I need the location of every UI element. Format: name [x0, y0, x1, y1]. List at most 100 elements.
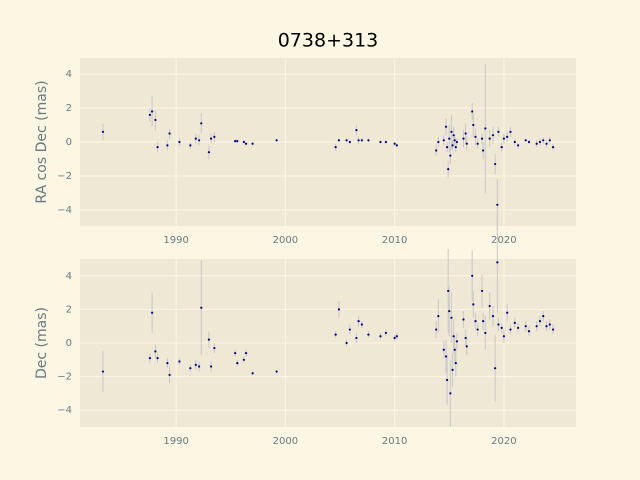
data-point [244, 142, 248, 145]
data-point [448, 137, 451, 140]
data-point [509, 130, 512, 133]
x-tick-label: 2020 [491, 436, 516, 447]
data-point [551, 145, 555, 149]
data-point [464, 132, 467, 135]
data-point [189, 367, 192, 370]
data-point [516, 144, 520, 147]
data-point [476, 142, 479, 145]
data-point [348, 140, 351, 144]
data-point [524, 325, 527, 328]
data-point [448, 309, 451, 313]
data-point [437, 315, 440, 318]
data-point [471, 110, 474, 113]
data-point [435, 328, 438, 331]
data-point [484, 127, 487, 130]
data-point [524, 139, 527, 142]
data-point [450, 316, 453, 319]
data-point [194, 363, 197, 366]
data-point [454, 145, 457, 149]
data-point [496, 203, 499, 206]
y-axis-label: RA cos Dec (mas) [34, 80, 50, 203]
data-point [234, 351, 237, 355]
data-point [194, 137, 197, 140]
data-point [395, 335, 398, 338]
data-point [496, 261, 499, 264]
data-point [197, 139, 201, 142]
chart-title: 0738+313 [278, 30, 379, 52]
data-point [451, 368, 454, 371]
data-point [455, 140, 459, 144]
data-point [516, 326, 520, 329]
data-point [337, 308, 341, 311]
x-tick-label: 2000 [273, 436, 298, 447]
data-point [242, 140, 245, 144]
y-tick-label: −4 [57, 405, 72, 416]
data-point [367, 333, 370, 336]
x-tick-label: 1990 [163, 436, 188, 447]
data-point [488, 137, 491, 140]
data-point [154, 118, 157, 122]
data-point [355, 129, 358, 132]
data-point [357, 139, 360, 142]
data-point [548, 323, 551, 326]
data-point [451, 144, 454, 147]
data-point [462, 318, 465, 321]
data-point [482, 320, 485, 323]
data-point [444, 125, 448, 128]
data-point [535, 325, 538, 328]
data-point [471, 274, 474, 277]
data-point [472, 303, 475, 306]
data-point [242, 358, 245, 361]
data-point [474, 320, 477, 323]
data-point [452, 335, 455, 338]
data-point [502, 335, 505, 338]
x-tick-label: 2010 [382, 436, 407, 447]
data-point [453, 348, 456, 351]
data-point [148, 113, 152, 116]
data-point [384, 140, 388, 144]
data-point [236, 140, 239, 143]
data-point [502, 137, 505, 140]
data-point [207, 151, 211, 154]
data-point [379, 140, 382, 144]
data-point [244, 351, 248, 355]
data-point [360, 139, 363, 142]
y-tick-label: 0 [66, 137, 72, 148]
data-point [548, 139, 551, 142]
y-tick-label: −2 [57, 372, 72, 383]
data-point [542, 139, 545, 142]
y-tick-label: 2 [66, 304, 72, 315]
data-point [449, 392, 452, 395]
data-point [545, 142, 548, 145]
data-point [447, 168, 450, 171]
data-point [454, 362, 457, 365]
x-tick-label: 1990 [163, 235, 188, 246]
data-point [488, 304, 491, 308]
data-point [156, 357, 159, 360]
data-point [500, 145, 503, 149]
y-tick-label: 0 [66, 338, 72, 349]
data-point [455, 340, 459, 343]
data-point [513, 321, 516, 324]
data-point [435, 149, 438, 152]
data-point [168, 373, 171, 377]
data-point [151, 311, 154, 314]
data-point [494, 367, 497, 370]
data-point [101, 370, 105, 373]
data-point [535, 142, 538, 145]
data-point [538, 320, 542, 323]
data-point [480, 289, 484, 293]
data-point [156, 145, 159, 149]
data-point [168, 132, 171, 135]
data-point [360, 323, 363, 326]
data-point [482, 149, 485, 152]
y-tick-label: 4 [66, 271, 72, 282]
y-tick-label: −4 [57, 205, 72, 216]
data-point [379, 335, 382, 338]
data-point [393, 336, 396, 340]
data-point [494, 162, 497, 166]
data-point [236, 362, 239, 365]
data-point [384, 331, 388, 335]
